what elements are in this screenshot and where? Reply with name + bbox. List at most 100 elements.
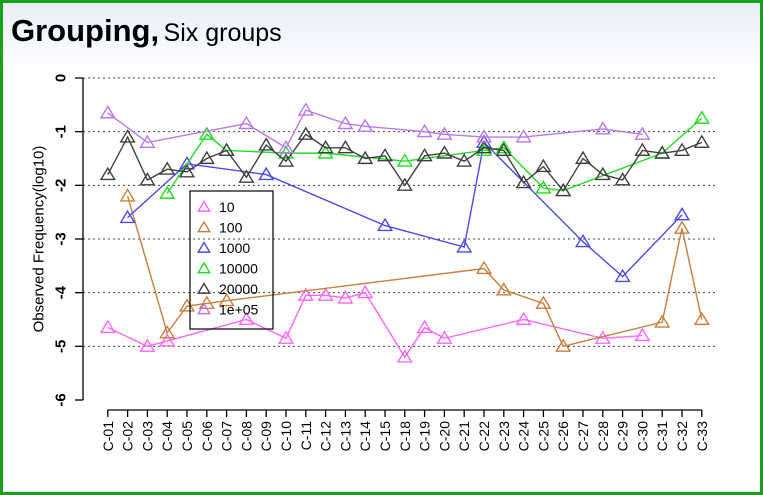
data-point [238,311,255,326]
data-point [495,139,512,154]
x-tick-label: C-06 [199,421,215,452]
legend-label: 10 [219,199,235,215]
data-point [159,333,176,347]
x-tick-label: C-01 [100,421,116,452]
data-point [297,287,314,301]
x-tick-label: C-19 [417,421,433,452]
legend-marker [196,200,212,212]
data-point [119,209,136,224]
x-tick-label: C-25 [535,421,551,452]
legend-label: 10000 [219,261,258,277]
data-point [614,268,631,283]
data-point [535,295,552,309]
data-point [634,327,651,342]
y-tick-label: -5 [53,340,70,353]
data-point [436,330,453,344]
data-point [159,185,176,199]
y-tick-label: -3 [53,232,70,245]
y-tick-label: 0 [53,74,70,82]
data-point [218,292,235,307]
legend: 10 100 1000 10000 20000 1e+05 [189,190,274,330]
data-point [337,290,354,304]
y-tick-label: -4 [53,285,70,299]
legend-marker [196,302,212,315]
series-1000 [119,134,691,283]
x-tick-label: C-10 [278,421,294,452]
data-point [376,147,394,162]
chart-title: Grouping, Six groups [11,13,282,49]
data-point [337,139,354,154]
data-point [693,134,710,148]
data-point [317,287,334,301]
series-line [107,133,703,192]
legend-box [189,190,274,330]
x-tick-label: C-24 [516,421,532,452]
series-line [127,140,683,278]
data-point [475,260,493,275]
data-point [634,126,651,140]
data-point [574,233,592,248]
series-100 [119,188,710,352]
data-point [198,126,215,140]
data-point [495,142,512,157]
data-point [515,311,532,326]
data-point [297,126,314,140]
data-point [99,166,116,181]
data-point [535,180,552,194]
data-point [634,142,651,157]
y-tick-label: -1 [53,125,70,138]
legend-label: 1e+05 [219,302,259,318]
data-point [139,134,156,148]
x-tick-label: C-14 [357,421,373,452]
data-point [337,115,354,130]
data-point [456,153,473,167]
data-point [673,206,691,221]
data-point [357,118,374,132]
data-point [258,137,275,151]
legend-marker [196,241,212,253]
x-tick-label: C-04 [159,421,175,452]
data-point [119,129,136,143]
data-point [396,349,413,363]
y-tick-label: -2 [53,179,70,192]
legend-label: 1000 [219,240,250,256]
data-point [357,150,374,165]
x-tick-label: C-33 [694,421,710,452]
data-point [574,150,592,165]
data-point [396,177,413,191]
data-point [436,145,453,159]
x-tick-label: C-32 [674,421,690,452]
x-tick-label: C-12 [318,421,334,452]
data-point [198,150,215,165]
data-point [178,156,196,170]
series-line [107,109,643,149]
data-point [376,217,394,232]
data-point [99,105,116,119]
data-point [277,330,295,344]
x-tick-label: C-30 [634,421,650,452]
data-point [673,220,691,234]
data-point [277,139,295,154]
data-point [317,139,334,154]
data-point [515,129,532,143]
data-point [555,338,572,352]
series-line [107,291,643,359]
series-line [166,117,703,194]
x-tick-label: C-27 [575,421,591,452]
data-point [139,172,156,186]
x-tick-label: C-05 [179,421,195,452]
x-tick-label: C-29 [615,421,631,452]
legend-label: 20000 [219,281,258,297]
legend-label: 100 [219,220,243,236]
data-point [475,139,493,154]
x-tick-label: C-31 [654,421,670,452]
x-tick-label: C-11 [298,421,314,451]
data-point [297,102,314,116]
data-point [159,161,176,175]
x-tick-label: C-03 [139,421,155,452]
x-tick-label: C-08 [238,421,254,452]
x-tick-label: C-13 [337,421,353,452]
x-tick-label: C-26 [555,421,571,452]
x-tick-label: C-07 [219,421,235,452]
